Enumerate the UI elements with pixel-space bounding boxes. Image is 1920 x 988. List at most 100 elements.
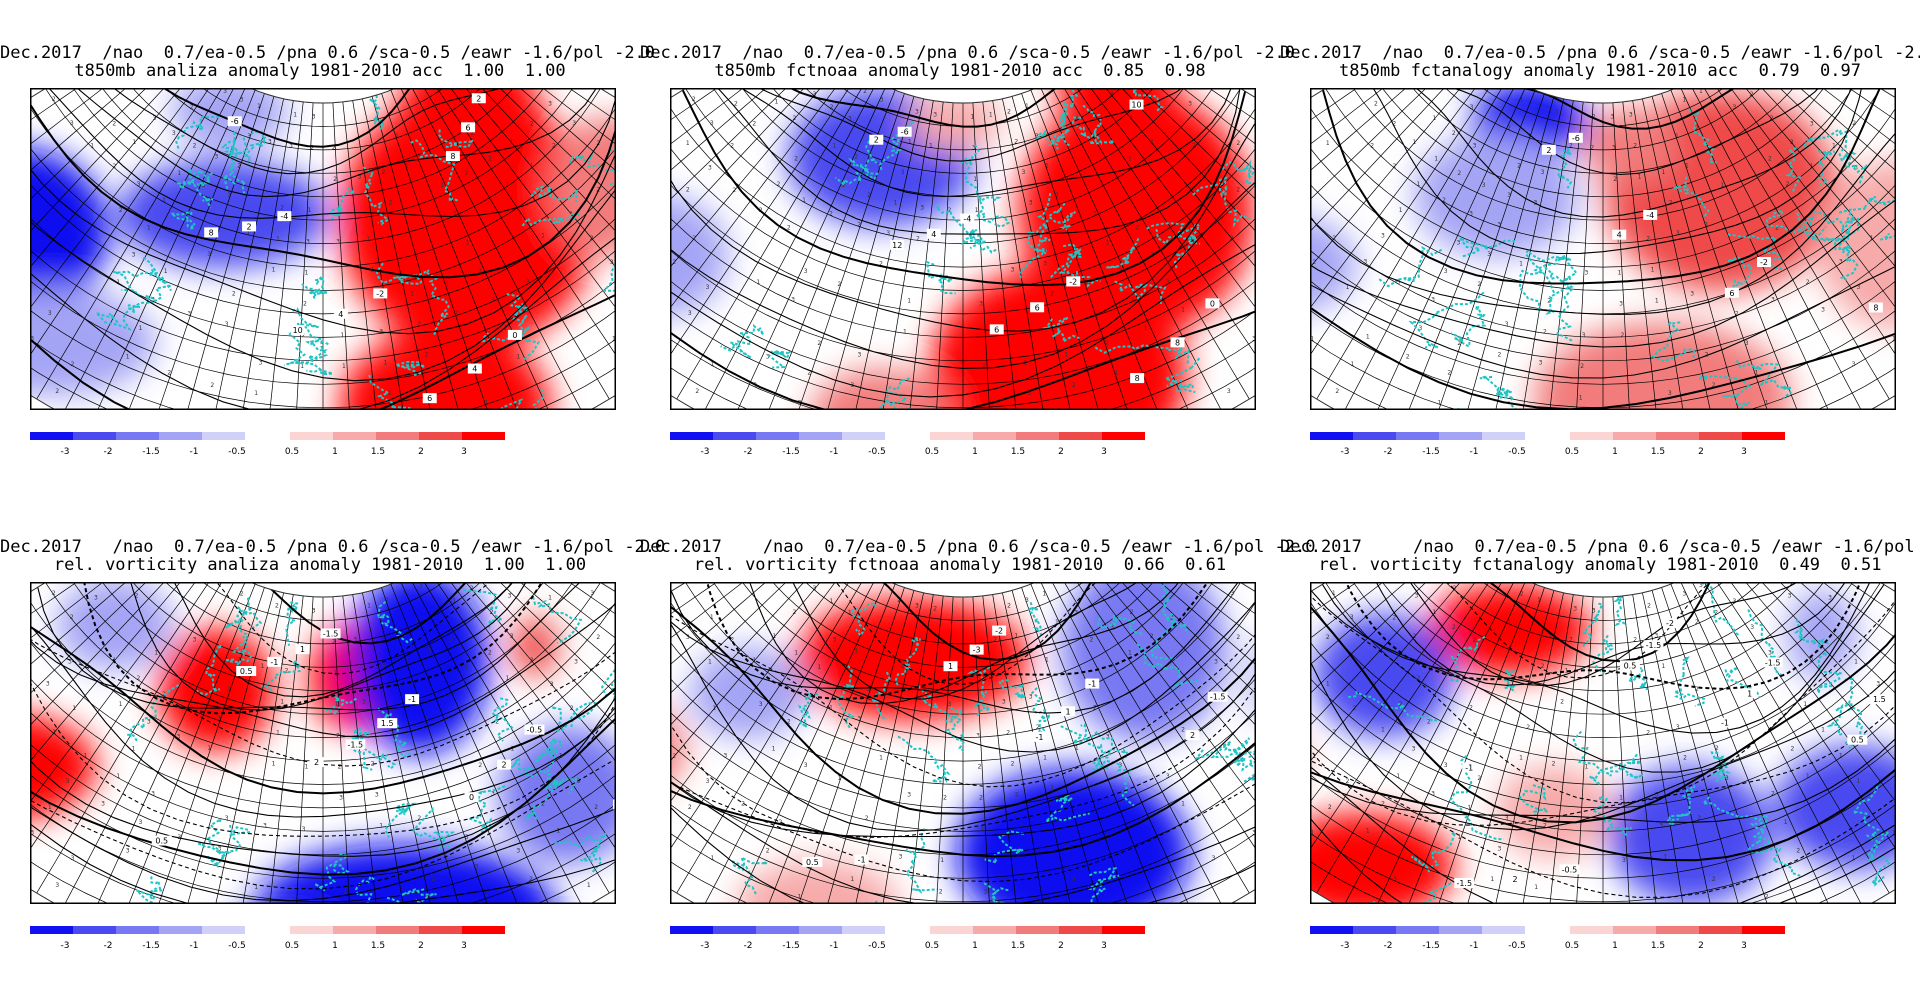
svg-text:1: 1 <box>1326 681 1330 688</box>
svg-text:2: 2 <box>947 207 951 214</box>
colorbar-tick-label: -0.5 <box>868 447 886 457</box>
colorbar-swatch-neg <box>116 926 159 934</box>
colorbar: -3 -2 -1.5 -1 -0.5 0.5 1 1.5 2 3 <box>30 926 505 951</box>
contour-label: -2 <box>992 625 1007 636</box>
colorbar-tick-label: -3 <box>1341 447 1350 457</box>
contour-label: -2 <box>1756 257 1771 268</box>
svg-text:1: 1 <box>1537 103 1541 110</box>
svg-text:2: 2 <box>1090 637 1094 644</box>
svg-text:3: 3 <box>151 790 155 797</box>
colorbar-swatch-neg <box>73 432 116 440</box>
colorbar-tick-label: -1.5 <box>1422 447 1440 457</box>
svg-text:1: 1 <box>246 230 250 237</box>
contour-label-text: -2 <box>1069 277 1077 286</box>
colorbar-swatch-pos <box>290 432 333 440</box>
svg-text:1: 1 <box>207 745 211 752</box>
svg-text:3: 3 <box>30 336 34 343</box>
colorbar-swatch-pos <box>1016 432 1059 440</box>
svg-text:2: 2 <box>71 361 75 368</box>
contour-label-text: 0.5 <box>1851 736 1864 745</box>
svg-text:1: 1 <box>305 763 309 770</box>
contour-label: 2 <box>471 93 486 104</box>
panel-t850-fctnoaa: Dec.2017 /nao 0.7/ea-0.5 /pna 0.6 /sca-0… <box>640 0 1295 494</box>
svg-text:3: 3 <box>247 133 251 140</box>
contour-label-text: 1 <box>300 645 305 654</box>
colorbar-tick-label: 1.5 <box>1011 941 1025 951</box>
svg-text:1: 1 <box>293 112 297 119</box>
contour-label: 1 <box>1061 706 1076 717</box>
svg-text:1: 1 <box>395 133 399 140</box>
contour-label: 8 <box>1170 337 1185 348</box>
svg-text:1: 1 <box>366 235 370 242</box>
svg-text:2: 2 <box>916 235 920 242</box>
contour-label: 8 <box>1130 373 1145 384</box>
svg-text:1: 1 <box>1130 115 1134 122</box>
svg-text:3: 3 <box>1469 211 1473 218</box>
svg-text:3: 3 <box>94 594 98 601</box>
svg-text:3: 3 <box>176 733 180 740</box>
contour-label-text: 2 <box>1513 875 1518 884</box>
svg-text:2: 2 <box>530 121 534 128</box>
grid-values: 1 1 3 3 1 3 1 1 1 3 1 2 1 3 2 1 2 1 3 3 3 1 3 2 1 1 1 2 1 3 1 1 3 3 3 2 1 3 1 2… <box>672 585 1256 900</box>
svg-text:2: 2 <box>237 656 241 663</box>
svg-text:2: 2 <box>529 876 533 883</box>
isolines <box>1310 582 1896 904</box>
svg-text:2: 2 <box>688 804 692 811</box>
colorbar-swatch-neg <box>1482 926 1525 934</box>
svg-text:2: 2 <box>1633 637 1637 644</box>
colorbar-swatch-neg <box>159 926 202 934</box>
contour-label: 8 <box>204 227 219 238</box>
colorbar-swatch-pos <box>1016 926 1059 934</box>
svg-text:2: 2 <box>1669 200 1673 207</box>
svg-text:2: 2 <box>1580 363 1584 370</box>
svg-text:2: 2 <box>385 597 389 604</box>
anomaly-blob <box>810 368 952 410</box>
colorbar-tick-label: 3 <box>461 941 467 951</box>
svg-text:3: 3 <box>1106 733 1110 740</box>
svg-text:3: 3 <box>848 115 852 122</box>
svg-text:3: 3 <box>1212 855 1216 862</box>
colorbar-swatch-pos <box>290 926 333 934</box>
svg-text:1: 1 <box>1821 727 1825 734</box>
anomaly-blob <box>30 147 109 318</box>
anomaly-blob <box>339 329 551 410</box>
svg-text:3: 3 <box>1498 846 1502 853</box>
svg-text:3: 3 <box>405 656 409 663</box>
svg-text:1: 1 <box>1651 266 1655 273</box>
svg-text:2: 2 <box>1392 121 1396 128</box>
svg-text:3: 3 <box>886 230 890 237</box>
svg-text:1: 1 <box>280 699 284 706</box>
svg-text:2: 2 <box>734 100 738 107</box>
colorbar-tick-label: -1.5 <box>1422 941 1440 951</box>
contour-label-text: 10 <box>293 326 303 335</box>
svg-text:3: 3 <box>485 893 489 900</box>
svg-text:1: 1 <box>1490 876 1494 883</box>
map-frame <box>1310 582 1896 904</box>
contour-label-text: 2 <box>1546 146 1551 155</box>
svg-text:1: 1 <box>1806 773 1810 780</box>
colorbar-tick-label: -1 <box>830 941 839 951</box>
colorbar-tick-label: -1.5 <box>142 447 160 457</box>
svg-text:2: 2 <box>1683 754 1687 761</box>
svg-text:2: 2 <box>1541 663 1545 670</box>
svg-text:1: 1 <box>686 140 690 147</box>
svg-text:1: 1 <box>1075 745 1079 752</box>
contour-label-text: 8 <box>1873 303 1878 312</box>
svg-text:2: 2 <box>1526 724 1530 731</box>
svg-text:2: 2 <box>232 291 236 298</box>
svg-text:1: 1 <box>929 143 933 150</box>
svg-text:2: 2 <box>1477 775 1481 782</box>
svg-text:3: 3 <box>574 659 578 666</box>
svg-text:1: 1 <box>587 882 591 889</box>
svg-text:3: 3 <box>1456 239 1460 246</box>
svg-text:1: 1 <box>466 239 470 246</box>
svg-text:1: 1 <box>903 328 907 335</box>
svg-text:2: 2 <box>933 606 937 613</box>
svg-text:2: 2 <box>867 686 871 693</box>
svg-text:2: 2 <box>1569 637 1573 644</box>
svg-text:2: 2 <box>52 96 56 103</box>
svg-text:2: 2 <box>310 145 314 152</box>
colorbar-swatch-neg <box>670 926 713 934</box>
colorbar-swatch-neg <box>1396 432 1439 440</box>
svg-text:2: 2 <box>1477 281 1481 288</box>
